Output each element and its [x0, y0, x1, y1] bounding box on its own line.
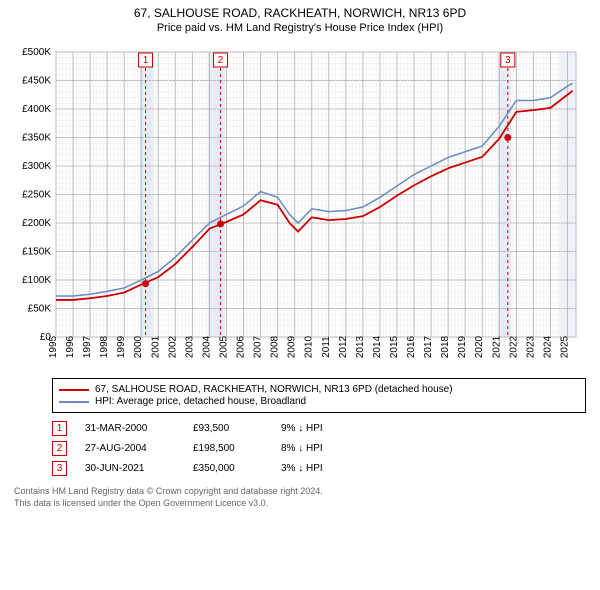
y-tick-label: £350K [22, 133, 51, 144]
x-tick-label: 2006 [236, 335, 247, 358]
line-chart-svg: £0£50K£100K£150K£200K£250K£300K£350K£400… [14, 42, 586, 372]
x-tick-label: 2013 [355, 335, 366, 358]
legend-swatch [59, 401, 89, 403]
legend-item: 67, SALHOUSE ROAD, RACKHEATH, NORWICH, N… [59, 384, 579, 395]
sale-date: 31-MAR-2000 [85, 423, 175, 434]
x-tick-label: 2024 [542, 335, 553, 358]
chart-marker-2: 2 [218, 55, 224, 66]
title-line1: 67, SALHOUSE ROAD, RACKHEATH, NORWICH, N… [0, 6, 600, 20]
sale-price: £350,000 [193, 463, 263, 474]
y-tick-label: £250K [22, 190, 51, 201]
legend-swatch [59, 389, 89, 391]
x-tick-label: 2012 [338, 335, 349, 358]
x-tick-label: 1997 [82, 335, 93, 358]
y-tick-label: £300K [22, 161, 51, 172]
x-tick-label: 2018 [440, 335, 451, 358]
sale-marker-box: 1 [52, 421, 67, 436]
sale-marker-box: 2 [52, 441, 67, 456]
x-tick-label: 2023 [525, 335, 536, 358]
legend-label: 67, SALHOUSE ROAD, RACKHEATH, NORWICH, N… [95, 384, 453, 395]
credits: Contains HM Land Registry data © Crown c… [14, 486, 586, 509]
x-tick-label: 2000 [133, 335, 144, 358]
y-tick-label: £150K [22, 247, 51, 258]
sale-row: 2 27-AUG-2004 £198,500 8% ↓ HPI [52, 441, 586, 456]
sales-table: 1 31-MAR-2000 £93,500 9% ↓ HPI 2 27-AUG-2004 £… [52, 421, 586, 476]
x-tick-label: 2022 [508, 335, 519, 358]
chart-marker-3: 3 [505, 55, 511, 66]
sale-date: 30-JUN-2021 [85, 463, 175, 474]
sale-diff: 3% ↓ HPI [281, 463, 361, 474]
sale-row: 1 31-MAR-2000 £93,500 9% ↓ HPI [52, 421, 586, 436]
x-tick-label: 1996 [65, 335, 76, 358]
x-tick-label: 2003 [184, 335, 195, 358]
x-tick-label: 2008 [270, 335, 281, 358]
title-block: 67, SALHOUSE ROAD, RACKHEATH, NORWICH, N… [0, 0, 600, 34]
sale-price: £93,500 [193, 423, 263, 434]
x-tick-label: 1999 [116, 335, 127, 358]
x-tick-label: 2005 [218, 335, 229, 358]
legend: 67, SALHOUSE ROAD, RACKHEATH, NORWICH, N… [52, 378, 586, 413]
x-tick-label: 2016 [406, 335, 417, 358]
y-tick-label: £450K [22, 76, 51, 87]
x-tick-label: 2004 [201, 335, 212, 358]
x-tick-label: 2002 [167, 335, 178, 358]
y-tick-label: £100K [22, 275, 51, 286]
sale-point [142, 280, 149, 287]
title-line2: Price paid vs. HM Land Registry's House … [0, 22, 600, 34]
chart-container: 67, SALHOUSE ROAD, RACKHEATH, NORWICH, N… [0, 0, 600, 590]
credits-line1: Contains HM Land Registry data © Crown c… [14, 486, 586, 498]
chart-area: £0£50K£100K£150K£200K£250K£300K£350K£400… [14, 42, 586, 372]
sale-point [504, 134, 511, 141]
y-tick-label: £200K [22, 218, 51, 229]
x-tick-label: 2019 [457, 335, 468, 358]
x-tick-label: 2017 [423, 335, 434, 358]
x-tick-label: 2014 [372, 335, 383, 358]
legend-item: HPI: Average price, detached house, Broa… [59, 396, 579, 407]
sale-date: 27-AUG-2004 [85, 443, 175, 454]
sale-point [217, 220, 224, 227]
x-tick-label: 2021 [491, 335, 502, 358]
x-tick-label: 2020 [474, 335, 485, 358]
y-tick-label: £500K [22, 47, 51, 58]
x-tick-label: 1998 [99, 335, 110, 358]
x-tick-label: 1995 [48, 335, 59, 358]
credits-line2: This data is licensed under the Open Gov… [14, 498, 586, 510]
x-tick-label: 2025 [559, 335, 570, 358]
x-tick-label: 2001 [150, 335, 161, 358]
sale-diff: 8% ↓ HPI [281, 443, 361, 454]
x-tick-label: 2011 [321, 336, 332, 358]
x-tick-label: 2009 [287, 335, 298, 358]
x-tick-label: 2007 [253, 335, 264, 358]
legend-label: HPI: Average price, detached house, Broa… [95, 396, 306, 407]
chart-marker-1: 1 [143, 55, 149, 66]
x-tick-label: 2015 [389, 335, 400, 358]
sale-diff: 9% ↓ HPI [281, 423, 361, 434]
sale-marker-box: 3 [52, 461, 67, 476]
sale-row: 3 30-JUN-2021 £350,000 3% ↓ HPI [52, 461, 586, 476]
y-tick-label: £50K [28, 304, 52, 315]
y-tick-label: £400K [22, 104, 51, 115]
sale-price: £198,500 [193, 443, 263, 454]
x-tick-label: 2010 [304, 335, 315, 358]
